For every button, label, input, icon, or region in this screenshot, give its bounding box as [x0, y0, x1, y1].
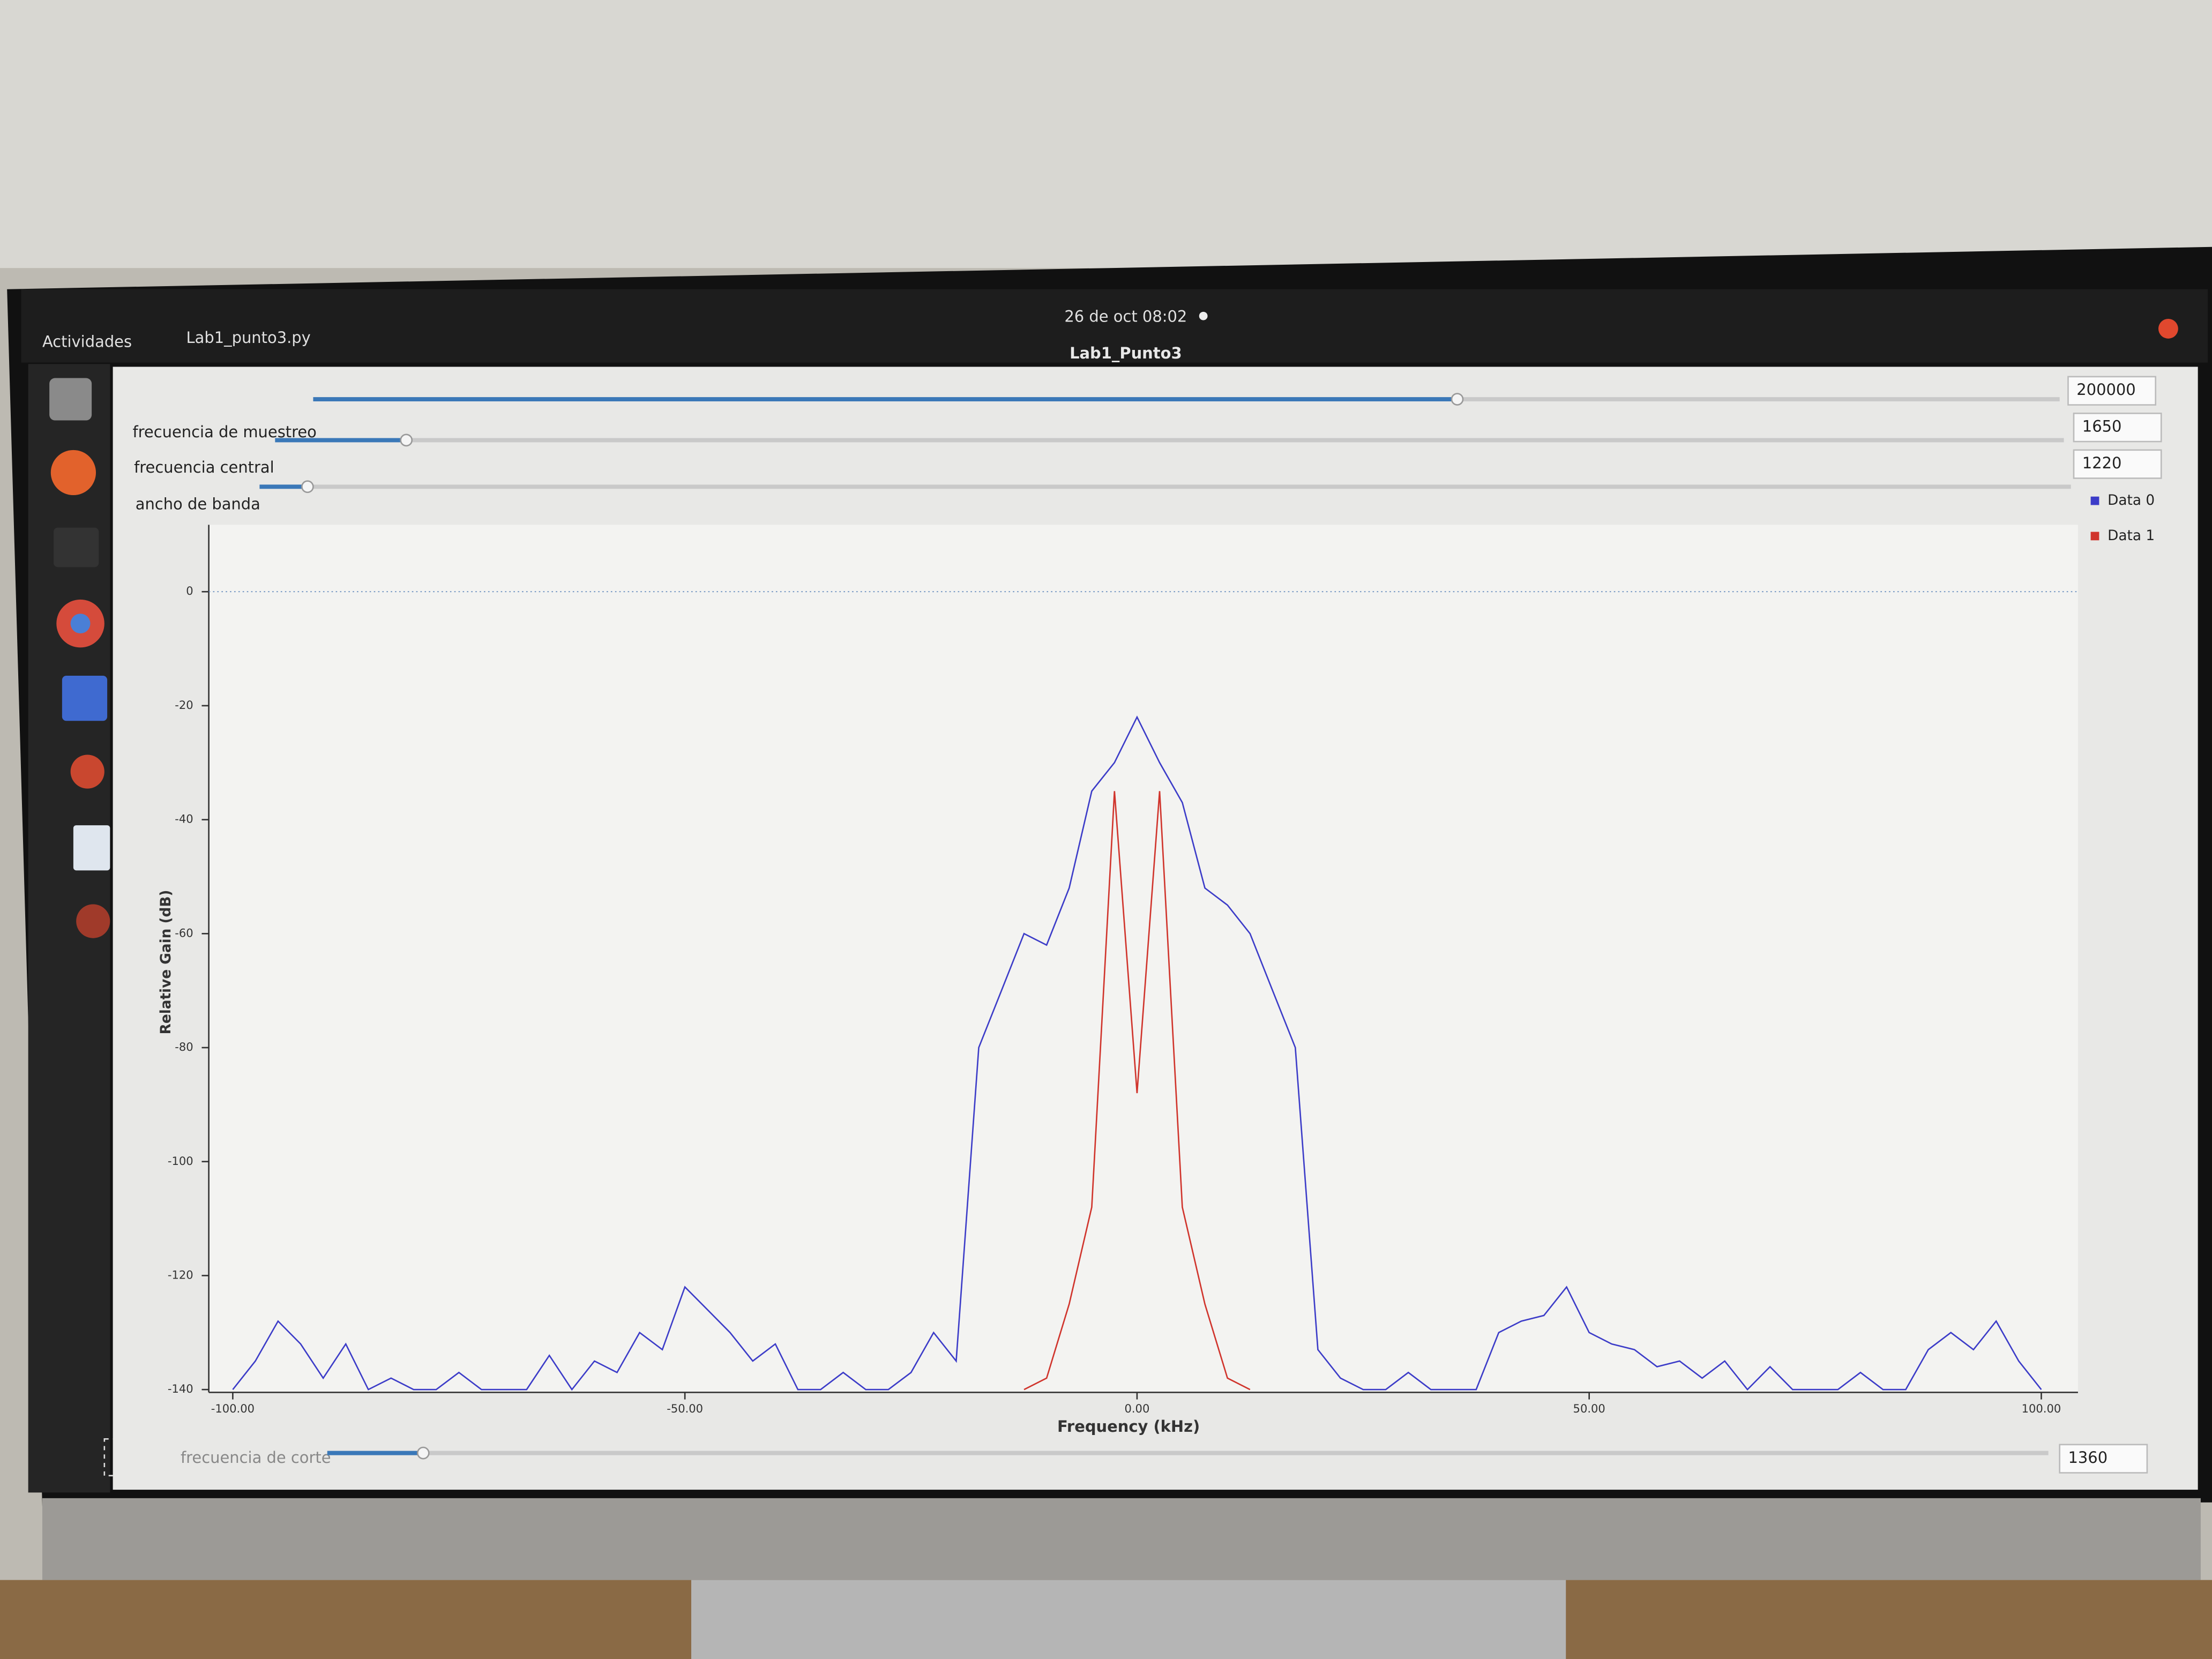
x-tick-label: -100.00: [211, 1402, 255, 1415]
gnuradio-icon[interactable]: [70, 754, 104, 789]
screenshot-icon[interactable]: [62, 676, 108, 721]
x-tick-label: -50.00: [667, 1402, 703, 1415]
window-title: Lab1_Punto3: [1070, 344, 1182, 362]
spinbox[interactable]: [2059, 1444, 2148, 1474]
spinbox-value: 1650: [2082, 417, 2122, 436]
x-axis-label: Frequency (kHz): [1057, 1417, 1200, 1436]
app-menu[interactable]: Lab1_punto3.py: [186, 328, 311, 347]
y-tick-label: -140: [168, 1382, 193, 1395]
slider-label: ancho de banda: [136, 495, 260, 513]
legend-label[interactable]: Data 1: [2108, 528, 2155, 544]
activities[interactable]: Actividades: [42, 333, 132, 351]
stand: [691, 1580, 1566, 1659]
x-tick-label: 50.00: [1573, 1402, 1605, 1415]
legend-swatch: [2090, 532, 2099, 541]
y-tick-label: -120: [168, 1268, 193, 1281]
y-tick-label: -100: [168, 1154, 193, 1168]
ceiling: [0, 0, 2212, 268]
x-tick-label: 0.00: [1124, 1402, 1149, 1415]
plot: 0 -20 -40 -60 -80 -100 -120 -140 -100.00 -50.00 0.…: [158, 492, 2155, 1436]
x-tick-label: 100.00: [2022, 1402, 2061, 1415]
clock[interactable]: 26 de oct 08:02: [1064, 307, 1187, 325]
slider-handle[interactable]: [400, 434, 413, 447]
slider-handle[interactable]: [301, 480, 314, 494]
y-tick-label: -20: [175, 698, 193, 712]
legend-swatch: [2090, 496, 2099, 505]
gnuradio-icon-2[interactable]: [76, 904, 110, 938]
y-tick-label: 0: [186, 584, 193, 597]
chrome-center: [70, 614, 91, 634]
spinbox-value: 1220: [2082, 454, 2122, 472]
series-line: [1023, 791, 1251, 1391]
spinbox[interactable]: [2073, 449, 2162, 479]
plot-area: [208, 525, 2078, 1393]
y-tick-label: -40: [175, 812, 193, 826]
slider-handle[interactable]: [416, 1446, 430, 1460]
y-tick-label: -80: [175, 1040, 193, 1053]
y-tick-label: -60: [175, 926, 193, 939]
spinbox[interactable]: [2073, 413, 2162, 443]
series-line: [232, 715, 2042, 1391]
indicator: [1199, 311, 1208, 320]
y-axis-label: Relative Gain (dB): [158, 890, 174, 1035]
top-bar: [21, 289, 2208, 363]
slider-handle[interactable]: [1451, 393, 1464, 406]
slider-label: frecuencia central: [134, 458, 274, 476]
spinbox-value: 1360: [2068, 1448, 2108, 1467]
close-button[interactable]: [2158, 318, 2178, 339]
firefox-icon[interactable]: [50, 450, 96, 496]
spinbox[interactable]: [2067, 376, 2157, 406]
slider-label: frecuencia de corte: [181, 1448, 331, 1467]
legend-label[interactable]: Data 0: [2108, 492, 2155, 509]
spinbox-value: 200000: [2076, 380, 2135, 399]
writer-icon[interactable]: [73, 825, 110, 871]
files-icon[interactable]: [49, 378, 92, 421]
terminal-icon[interactable]: [54, 527, 99, 567]
chin: [42, 1498, 2201, 1580]
